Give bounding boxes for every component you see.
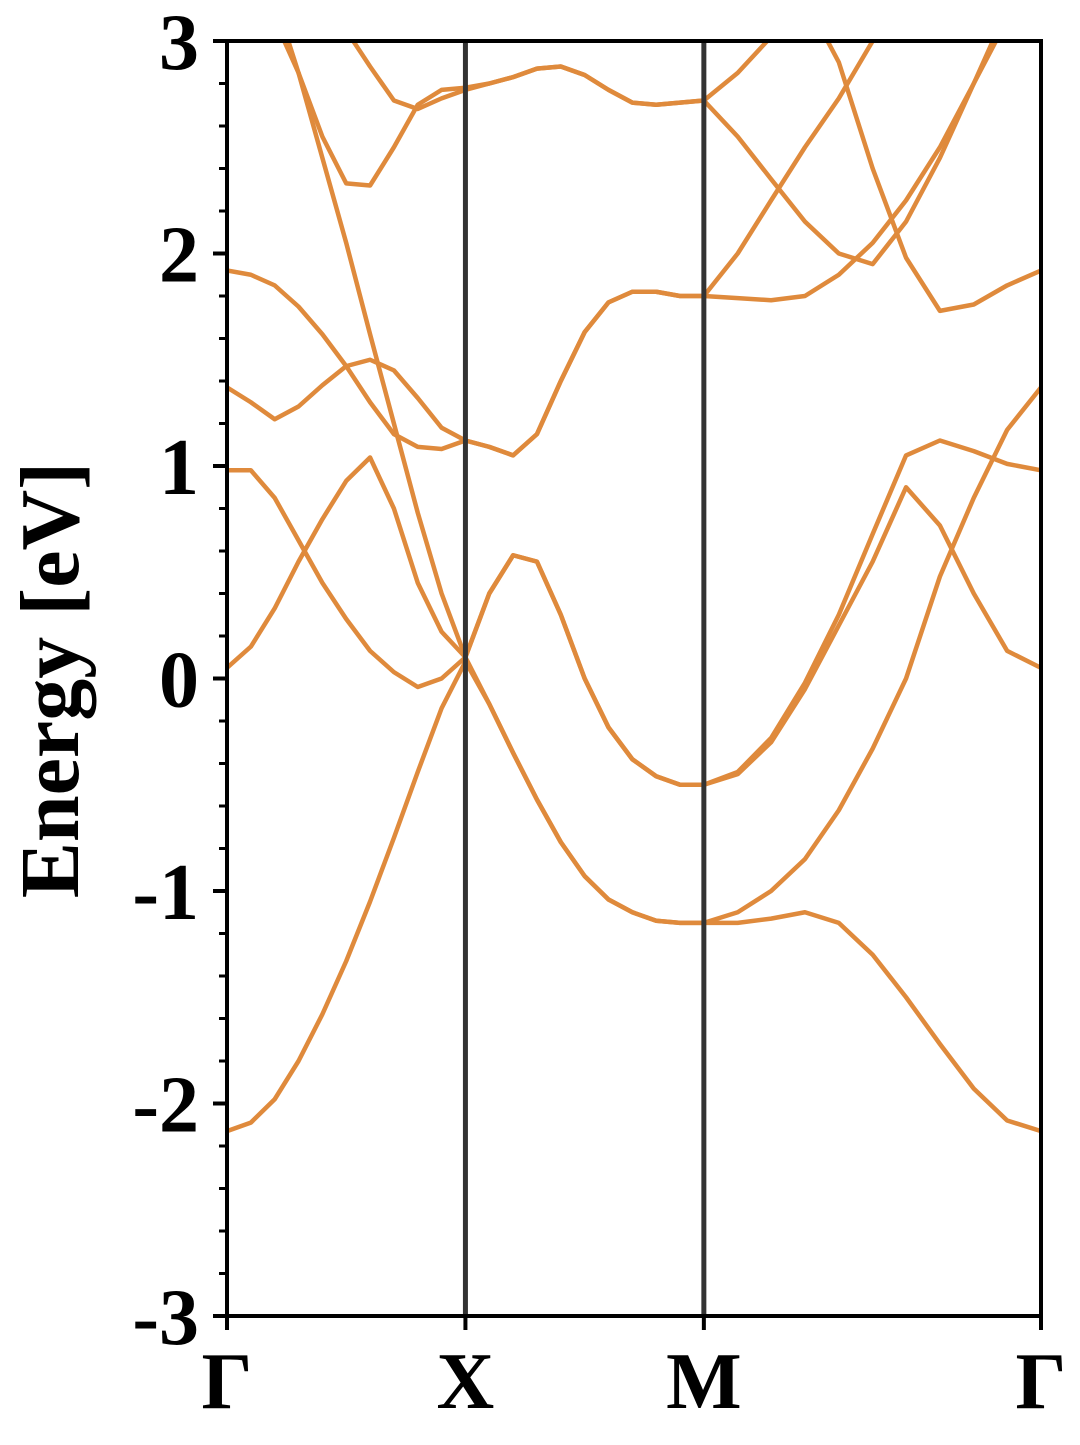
band-line xyxy=(281,41,1041,787)
y-tick-label: 0 xyxy=(159,637,199,725)
band-line xyxy=(227,41,876,458)
band-line xyxy=(227,659,1041,1134)
y-tick-label: 2 xyxy=(159,212,199,300)
x-tick-label: Γ xyxy=(1016,1338,1067,1426)
plot-frame xyxy=(225,39,1043,1318)
x-tick-label: M xyxy=(666,1338,742,1426)
band-line xyxy=(227,385,1041,926)
series-layer xyxy=(227,41,1041,1134)
x-tick-label: Γ xyxy=(202,1338,253,1426)
x-tick-label: X xyxy=(437,1338,495,1426)
y-tick-label: -3 xyxy=(132,1274,199,1362)
y-axis-label: Energy [eV] xyxy=(4,462,97,898)
y-tick-label: 3 xyxy=(159,0,199,87)
band-line xyxy=(227,468,1041,787)
y-tick-label: -1 xyxy=(132,849,199,937)
band-line xyxy=(350,41,1041,314)
y-tick-label: -2 xyxy=(132,1062,199,1150)
y-tick-label: 1 xyxy=(159,424,199,512)
